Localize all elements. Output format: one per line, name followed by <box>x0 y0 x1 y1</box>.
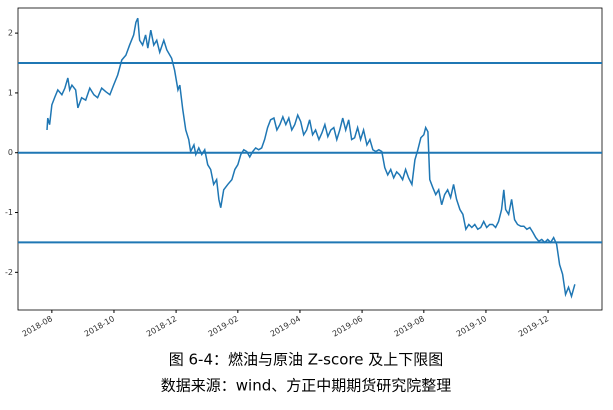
y-tick-label: 2 <box>8 29 13 38</box>
y-tick-label: 0 <box>8 148 13 157</box>
x-tick-label: 2019-08 <box>393 314 426 339</box>
caption: 数据来源：wind、方正中期期货研究院整理 <box>161 377 451 395</box>
x-tick-label: 2019-04 <box>269 314 302 339</box>
x-tick-label: 2018-08 <box>21 314 54 339</box>
y-tick-label: -2 <box>5 268 13 277</box>
y-tick-label: 1 <box>8 88 13 97</box>
x-tick-label: 2019-10 <box>455 314 488 339</box>
x-tick-label: 2018-12 <box>145 314 178 339</box>
y-tick-label: -1 <box>5 208 13 217</box>
x-tick-label: 2018-10 <box>83 314 116 339</box>
data-line <box>46 17 576 299</box>
plot-frame <box>17 7 603 311</box>
x-tick-label: 2019-12 <box>517 314 550 339</box>
x-tick-label: 2019-02 <box>207 314 240 339</box>
x-tick-label: 2019-06 <box>331 314 364 339</box>
caption: 图 6-4：燃油与原油 Z-score 及上下限图 <box>169 351 444 369</box>
